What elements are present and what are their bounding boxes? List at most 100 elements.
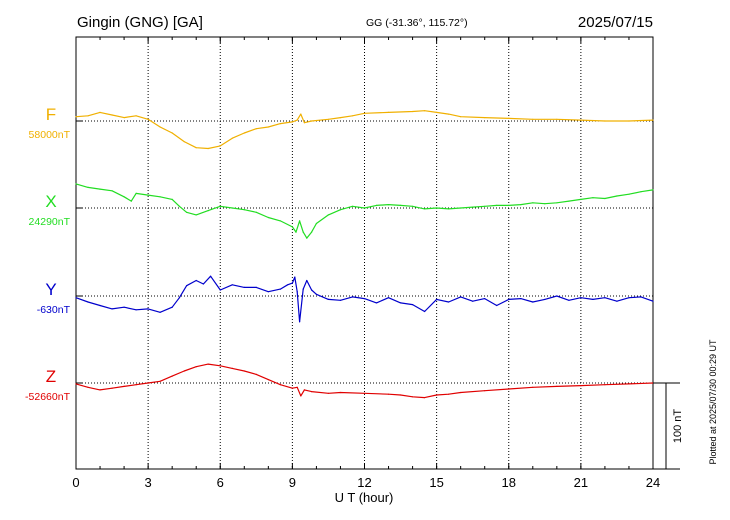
data-point-z [87, 386, 89, 388]
series-baseline-y: -630nT [37, 304, 71, 316]
series-name-f: F [46, 105, 56, 124]
x-axis: 0 3 6 9 12 15 18 21 24 [72, 37, 660, 490]
data-point-x [231, 207, 233, 209]
data-point-y [592, 298, 594, 300]
data-point-z [387, 393, 390, 395]
data-point-f [556, 118, 558, 120]
data-point-x [295, 231, 297, 233]
data-point-x [351, 205, 354, 207]
data-point-y [508, 298, 510, 300]
data-point-z [412, 396, 414, 398]
series-baseline-x: 24290nT [29, 216, 71, 228]
data-point-y [484, 298, 486, 300]
data-point-y [616, 300, 618, 302]
data-point-y [296, 291, 298, 293]
data-point-y [363, 298, 366, 300]
data-point-y [628, 297, 630, 299]
data-point-z [111, 387, 113, 389]
data-point-y [544, 298, 546, 300]
data-point-y [178, 297, 180, 299]
data-point-f [87, 115, 89, 117]
series-baseline-z: -52660nT [25, 391, 71, 403]
x-tick-label: 3 [145, 475, 152, 490]
data-point-x [580, 198, 582, 200]
data-point-y [568, 299, 570, 301]
data-point-f [231, 137, 233, 139]
data-point-y [299, 321, 301, 323]
data-point-z [604, 384, 606, 386]
data-point-y [315, 293, 317, 295]
data-point-y [640, 296, 642, 298]
data-point-z [532, 386, 534, 388]
data-point-x [207, 210, 209, 212]
data-point-x [652, 189, 654, 191]
data-point-x [306, 237, 308, 239]
series-name-y: Y [45, 280, 56, 299]
data-point-z [243, 370, 245, 372]
data-point-y [219, 289, 221, 291]
data-point-x [311, 231, 313, 233]
data-point-y [75, 297, 77, 299]
data-point-x [448, 208, 450, 210]
scale-bar: 100 nT [653, 382, 684, 470]
data-point-x [375, 204, 378, 206]
data-point-f [311, 120, 313, 122]
data-point-z [448, 393, 450, 395]
data-point-z [267, 379, 269, 381]
data-point-z [123, 385, 125, 387]
data-point-x [75, 183, 77, 185]
data-point-y [556, 295, 558, 297]
data-point-y [604, 297, 606, 299]
data-point-f [412, 110, 414, 113]
data-point-f [75, 116, 77, 118]
data-point-f [448, 113, 450, 115]
data-point-y [472, 300, 474, 302]
data-point-x [544, 203, 546, 205]
data-point-f [351, 115, 354, 117]
data-point-y [267, 291, 269, 293]
data-point-x [592, 197, 594, 199]
data-point-y [306, 279, 308, 282]
data-point-y [279, 288, 281, 290]
data-point-f [339, 117, 342, 119]
data-point-y [243, 286, 245, 288]
data-point-f [123, 117, 125, 119]
data-point-x [508, 204, 510, 206]
data-point-x [400, 204, 402, 206]
data-point-y [327, 298, 329, 300]
data-point-f [135, 115, 137, 117]
data-point-z [628, 383, 630, 385]
data-point-x [299, 220, 301, 222]
data-point-z [400, 394, 402, 396]
data-point-z [580, 385, 582, 387]
data-point-f [424, 110, 426, 112]
data-point-x [387, 204, 390, 206]
data-point-f [267, 126, 269, 128]
data-point-z [75, 383, 77, 385]
data-point-x [291, 226, 293, 228]
data-point-f [363, 112, 366, 114]
data-point-x [159, 196, 161, 198]
data-point-y [311, 289, 313, 291]
data-point-x [123, 196, 125, 198]
data-point-z [303, 389, 305, 391]
data-point-y [147, 308, 149, 310]
data-point-y [159, 311, 161, 313]
data-point-y [195, 279, 197, 282]
data-point-y [436, 298, 438, 300]
data-point-f [255, 128, 257, 130]
data-point-y [231, 284, 233, 286]
series-labels: F 58000nT X 24290nT Y -630nT Z -52660nT [25, 105, 71, 403]
data-point-x [195, 214, 197, 216]
data-point-f [111, 114, 113, 116]
data-point-x [243, 209, 245, 211]
data-point-x [219, 205, 221, 207]
data-point-f [291, 121, 293, 123]
scale-bar-label: 100 nT [672, 409, 684, 444]
data-point-y [580, 297, 582, 299]
data-point-x [472, 206, 474, 208]
data-point-x [568, 200, 570, 202]
data-point-z [508, 388, 510, 390]
x-tick-label: 18 [502, 475, 516, 490]
data-point-z [327, 392, 329, 394]
